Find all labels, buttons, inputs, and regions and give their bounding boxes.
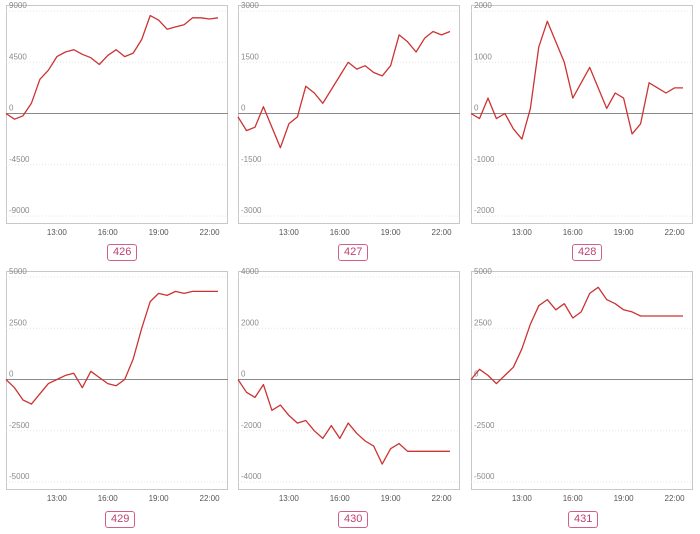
series-line [5,14,219,120]
x-tick-label: 19:00 [614,494,635,503]
chart-label-badge: 428 [572,244,603,261]
y-tick-label: -5000 [9,472,30,481]
chart-label-badge: 427 [338,244,369,261]
chart-frame [238,271,460,490]
chart-label-badge: 431 [568,511,599,528]
line-chart: 5000 2500 0 -2500 -5000 13:00 16:00 19:00 22:00 [470,267,693,503]
x-tick-label: 19:00 [614,228,635,237]
y-tick-label: 2000 [241,318,259,327]
y-tick-label: 2000 [474,1,492,10]
x-tick-label: 13:00 [47,494,68,503]
line-chart: 3000 1500 0 -1500 -3000 13:00 16:00 19:00 22:00 [237,1,460,237]
chart-panel: 5000 2500 0 -2500 -5000 13:00 16:00 19:00 22:00 [5,267,228,510]
chart-label-badge: 430 [338,511,369,528]
line-chart: 9000 4500 0 -4500 -9000 13:00 16:00 19:00 22:00 [5,1,228,237]
y-tick-label: -4000 [241,472,262,481]
x-tick-label: 13:00 [512,228,533,237]
chart-label-badge: 426 [107,244,138,261]
chart-frame [471,5,693,224]
x-tick-label: 13:00 [279,494,300,503]
x-tick-label: 16:00 [330,228,351,237]
y-tick-label: 1500 [241,52,259,61]
x-tick-label: 22:00 [665,228,686,237]
line-chart: 4000 2000 0 -2000 -4000 13:00 16:00 19:00 22:00 [237,267,460,503]
y-tick-label: -4500 [9,155,30,164]
chart-frame [6,271,228,490]
chart-panel: 3000 1500 0 -1500 -3000 13:00 16:00 19:00 22:00 [237,1,460,244]
y-tick-label: 1000 [474,52,492,61]
x-tick-label: 16:00 [330,494,351,503]
y-tick-label: 5000 [9,267,27,276]
x-tick-label: 16:00 [563,494,584,503]
x-tick-label: 19:00 [381,228,402,237]
y-tick-label: 4000 [241,267,259,276]
chart-frame [6,5,228,224]
y-tick-label: 0 [474,104,479,113]
line-chart: 5000 2500 0 -2500 -5000 13:00 16:00 19:00 22:00 [5,267,228,503]
chart-panel: 2000 1000 0 -1000 -2000 13:00 16:00 19:00 22:00 [470,1,693,244]
series-line [470,20,683,140]
y-tick-label: -1000 [474,155,495,164]
y-tick-label: -5000 [474,472,495,481]
series-line [237,379,450,465]
x-tick-label: 19:00 [381,494,402,503]
chart-panel: 9000 4500 0 -4500 -9000 13:00 16:00 19:00 22:00 [5,1,228,244]
x-tick-label: 22:00 [200,228,221,237]
y-tick-label: -3000 [241,206,262,215]
x-tick-label: 13:00 [512,494,533,503]
y-tick-label: 0 [241,104,246,113]
x-tick-label: 22:00 [432,228,453,237]
chart-frame [238,5,460,224]
line-chart: 2000 1000 0 -1000 -2000 13:00 16:00 19:00 22:00 [470,1,693,237]
y-tick-label: 0 [241,370,246,379]
y-tick-label: 0 [9,370,14,379]
x-tick-label: 13:00 [279,228,300,237]
x-tick-label: 22:00 [432,494,453,503]
y-tick-label: -9000 [9,206,30,215]
x-tick-label: 22:00 [665,494,686,503]
y-tick-label: 0 [9,104,14,113]
x-tick-label: 19:00 [149,228,170,237]
x-tick-label: 16:00 [98,494,119,503]
y-tick-label: -1500 [241,155,262,164]
y-tick-label: 0 [474,370,479,379]
series-line [470,286,683,385]
series-line [237,30,451,149]
x-tick-label: 13:00 [47,228,68,237]
y-tick-label: 2500 [9,318,27,327]
y-tick-label: -2500 [474,421,495,430]
y-tick-label: 4500 [9,52,27,61]
y-tick-label: -2000 [241,421,262,430]
x-tick-label: 19:00 [149,494,170,503]
y-tick-label: -2500 [9,421,30,430]
y-tick-label: 9000 [9,1,27,10]
y-tick-label: -2000 [474,206,495,215]
series-line [5,290,218,405]
y-tick-label: 5000 [474,267,492,276]
x-tick-label: 16:00 [98,228,119,237]
chart-panel: 4000 2000 0 -2000 -4000 13:00 16:00 19:00 22:00 [237,267,460,510]
chart-panel: 5000 2500 0 -2500 -5000 13:00 16:00 19:00 22:00 [470,267,693,510]
chart-label-badge: 429 [105,511,136,528]
y-tick-label: 2500 [474,318,492,327]
x-tick-label: 22:00 [200,494,221,503]
chart-frame [471,271,693,490]
y-tick-label: 3000 [241,1,259,10]
x-tick-label: 16:00 [563,228,584,237]
